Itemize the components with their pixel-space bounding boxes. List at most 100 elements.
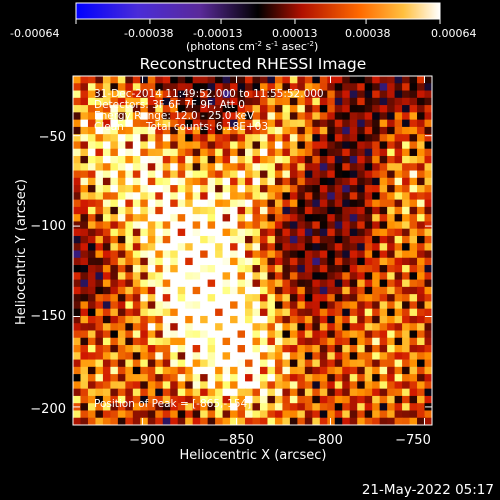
heatmap-cell bbox=[155, 170, 164, 179]
heatmap-cell bbox=[222, 417, 231, 425]
heatmap-cell bbox=[237, 83, 246, 92]
heatmap-cell bbox=[185, 337, 194, 346]
heatmap-cell bbox=[417, 192, 426, 201]
heatmap-cell bbox=[230, 221, 239, 230]
heatmap-cell bbox=[162, 308, 171, 317]
heatmap-cell bbox=[394, 403, 403, 412]
heatmap-cell bbox=[319, 90, 328, 99]
heatmap-cell bbox=[155, 345, 164, 353]
heatmap-cell bbox=[259, 228, 269, 237]
heatmap-cell bbox=[267, 119, 276, 128]
heatmap-cell bbox=[417, 403, 426, 412]
heatmap-cell bbox=[252, 315, 261, 324]
heatmap-cell bbox=[387, 119, 396, 128]
heatmap-cell bbox=[207, 294, 216, 302]
heatmap-cell bbox=[387, 235, 396, 244]
heatmap-cell bbox=[192, 323, 201, 332]
heatmap-cell bbox=[379, 345, 388, 353]
heatmap-cell bbox=[417, 395, 426, 404]
heatmap-cell bbox=[132, 301, 141, 310]
heatmap-cell bbox=[327, 257, 336, 266]
heatmap-cell bbox=[312, 214, 321, 223]
heatmap-cell bbox=[357, 294, 366, 302]
heatmap-cell bbox=[117, 257, 126, 266]
heatmap-cell bbox=[222, 323, 231, 332]
heatmap-cell bbox=[409, 83, 418, 92]
heatmap-cell bbox=[334, 206, 343, 215]
heatmap-cell bbox=[73, 155, 82, 164]
heatmap-cell bbox=[73, 199, 82, 208]
heatmap-cell bbox=[185, 76, 194, 84]
heatmap-cell bbox=[394, 272, 403, 281]
heatmap-cell bbox=[177, 126, 186, 135]
heatmap-cell bbox=[349, 170, 358, 179]
heatmap-cell bbox=[342, 279, 351, 288]
heatmap-cell bbox=[185, 323, 194, 332]
heatmap-cell bbox=[297, 308, 306, 317]
heatmap-cell bbox=[387, 257, 396, 266]
heatmap-cell bbox=[215, 235, 224, 244]
heatmap-cell bbox=[132, 90, 141, 99]
colorbar-tick-label: -0.00038 bbox=[124, 27, 173, 40]
heatmap-cell bbox=[267, 76, 276, 84]
heatmap-cell bbox=[372, 286, 381, 295]
heatmap-cell bbox=[417, 272, 426, 281]
heatmap-cell bbox=[357, 192, 366, 201]
heatmap-cell bbox=[185, 308, 194, 317]
heatmap-cell bbox=[80, 97, 89, 106]
heatmap-cell bbox=[319, 308, 328, 317]
heatmap-cell bbox=[424, 272, 432, 281]
heatmap-cell bbox=[319, 126, 328, 135]
heatmap-cell bbox=[222, 381, 231, 390]
heatmap-cell bbox=[289, 330, 298, 339]
heatmap-cell bbox=[177, 155, 186, 164]
heatmap-cell bbox=[312, 250, 321, 259]
heatmap-cell bbox=[155, 148, 164, 157]
heatmap-cell bbox=[409, 163, 418, 172]
heatmap-cell bbox=[379, 374, 388, 382]
heatmap-cell bbox=[379, 272, 388, 281]
heatmap-cell bbox=[327, 76, 336, 84]
heatmap-cell bbox=[417, 235, 426, 244]
heatmap-cell bbox=[349, 250, 358, 259]
heatmap-cell bbox=[282, 403, 291, 412]
heatmap-cell bbox=[372, 105, 381, 113]
heatmap-cell bbox=[222, 141, 231, 150]
heatmap-cell bbox=[222, 279, 231, 288]
heatmap-cell bbox=[319, 257, 328, 266]
heatmap-cell bbox=[394, 337, 403, 346]
heatmap-cell bbox=[304, 235, 313, 244]
heatmap-cell bbox=[237, 177, 246, 186]
heatmap-cell bbox=[95, 352, 104, 361]
heatmap-cell bbox=[297, 265, 306, 273]
heatmap-cell bbox=[140, 366, 149, 375]
heatmap-cell bbox=[297, 170, 306, 179]
heatmap-cell bbox=[132, 294, 141, 302]
heatmap-cell bbox=[379, 155, 388, 164]
heatmap-cell bbox=[230, 308, 239, 317]
heatmap-cell bbox=[117, 134, 126, 143]
heatmap-cell bbox=[424, 214, 432, 223]
heatmap-cell bbox=[409, 185, 418, 193]
heatmap-cell bbox=[140, 105, 149, 113]
heatmap-cell bbox=[319, 337, 328, 346]
heatmap-cell bbox=[357, 388, 366, 397]
heatmap-cell bbox=[357, 315, 366, 324]
heatmap-cell bbox=[304, 345, 313, 353]
heatmap-cell bbox=[170, 90, 179, 99]
heatmap-cell bbox=[162, 294, 171, 302]
heatmap-cell bbox=[117, 265, 126, 273]
heatmap-cell bbox=[379, 170, 388, 179]
heatmap-cell bbox=[140, 134, 149, 143]
heatmap-cell bbox=[342, 119, 351, 128]
heatmap-cell bbox=[102, 286, 111, 295]
heatmap-cell bbox=[297, 141, 306, 150]
heatmap-cell bbox=[394, 366, 403, 375]
heatmap-cell bbox=[252, 359, 261, 368]
heatmap-cell bbox=[155, 243, 164, 252]
heatmap-cell bbox=[402, 374, 411, 382]
heatmap-cell bbox=[95, 366, 104, 375]
heatmap-cell bbox=[177, 243, 186, 252]
heatmap-cell bbox=[252, 126, 261, 135]
heatmap-cell bbox=[155, 301, 164, 310]
